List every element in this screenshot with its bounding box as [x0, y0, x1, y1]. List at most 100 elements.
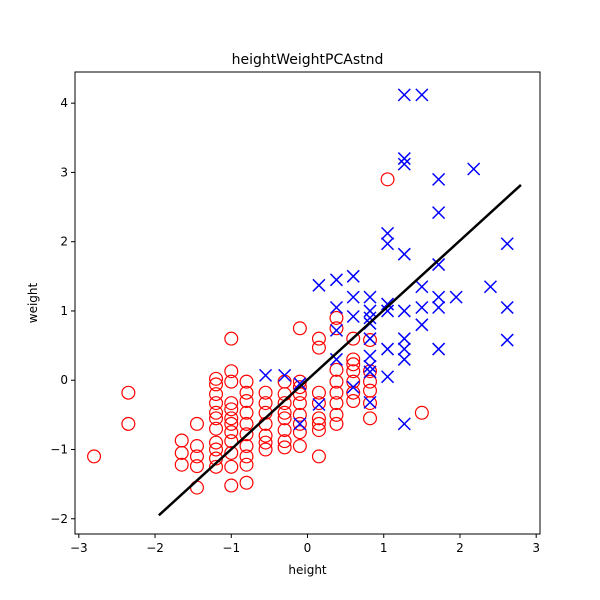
- data-point-x: [397, 304, 411, 318]
- data-point-x: [363, 332, 377, 346]
- y-tick-label: 2: [60, 235, 68, 249]
- data-point-x: [363, 349, 377, 363]
- data-point-circle: [209, 411, 224, 426]
- data-point-circle: [258, 396, 273, 411]
- fit-line-layer: [158, 183, 522, 517]
- data-point-circle: [224, 416, 239, 431]
- data-point-x: [312, 397, 326, 412]
- data-point-x: [363, 311, 377, 325]
- data-point-x: [329, 300, 343, 315]
- data-point-circle: [311, 416, 326, 431]
- data-point-circle: [277, 405, 292, 420]
- data-point-circle: [239, 449, 254, 464]
- data-point-circle: [292, 380, 307, 395]
- data-point-x: [293, 377, 307, 391]
- data-point-circle: [292, 416, 307, 431]
- data-point-circle: [209, 435, 224, 450]
- data-point-circle: [224, 396, 239, 411]
- data-point-circle: [311, 396, 326, 411]
- data-point-circle: [121, 416, 136, 431]
- y-tick-label: −1: [50, 442, 68, 456]
- data-point-x: [363, 290, 377, 304]
- data-point-circle: [209, 396, 224, 411]
- data-point-circle: [224, 331, 239, 346]
- data-point-x: [312, 278, 326, 292]
- data-point-circle: [239, 394, 254, 409]
- data-point-circle: [239, 405, 254, 420]
- y-tick-label: 3: [60, 165, 68, 179]
- data-point-circle: [239, 457, 254, 472]
- data-point-x: [432, 300, 446, 315]
- data-point-circle: [224, 425, 239, 440]
- data-point-x: [432, 342, 446, 356]
- data-point-circle: [209, 421, 224, 436]
- data-point-x: [500, 237, 514, 251]
- data-point-x: [397, 157, 411, 171]
- data-point-circle: [329, 362, 344, 377]
- data-point-circle: [311, 340, 326, 355]
- data-point-circle: [346, 364, 361, 379]
- data-point-x: [397, 88, 411, 102]
- data-point-circle: [329, 310, 344, 325]
- data-point-circle: [346, 394, 361, 409]
- data-point-x: [397, 332, 411, 346]
- data-point-circle: [346, 357, 361, 372]
- data-point-circle: [363, 364, 378, 379]
- data-point-circle: [224, 459, 239, 474]
- data-point-circle: [239, 385, 254, 400]
- data-point-circle: [277, 411, 292, 426]
- data-point-circle: [311, 385, 326, 400]
- data-point-circle: [174, 457, 189, 472]
- data-point-circle: [292, 396, 307, 411]
- x-axis-label: height: [288, 563, 327, 577]
- data-point-x: [346, 269, 360, 283]
- data-point-circle: [239, 439, 254, 454]
- data-point-x: [346, 290, 360, 304]
- data-point-x: [397, 417, 411, 431]
- data-point-circle: [292, 407, 307, 422]
- data-point-circle: [121, 385, 136, 400]
- y-axis-ticks: −2 −1 0 1 2 3 4: [50, 96, 75, 526]
- data-point-circle: [329, 374, 344, 389]
- data-point-circle: [224, 478, 239, 493]
- data-point-circle: [380, 172, 395, 187]
- data-point-x: [329, 323, 343, 337]
- data-point-x: [415, 280, 429, 294]
- data-point-x: [483, 280, 497, 294]
- data-point-x: [329, 273, 343, 287]
- x-axis-ticks: −3 −2 −1 0 1 2 3: [70, 534, 540, 555]
- data-point-x: [397, 247, 411, 261]
- points-layer: [87, 88, 514, 495]
- data-point-x: [415, 300, 429, 315]
- data-point-circle: [209, 459, 224, 474]
- data-point-circle: [189, 439, 204, 454]
- y-tick-label: 0: [60, 373, 68, 387]
- data-point-x: [415, 88, 429, 102]
- y-tick-label: −2: [50, 512, 68, 526]
- data-point-x: [346, 380, 360, 394]
- data-point-x: [449, 290, 463, 304]
- data-point-circle: [329, 396, 344, 411]
- data-point-x: [432, 206, 446, 220]
- data-point-circle: [224, 364, 239, 379]
- x-tick-label: 2: [456, 541, 464, 555]
- data-point-circle: [258, 442, 273, 457]
- data-point-x: [381, 342, 395, 356]
- data-point-x: [346, 309, 360, 324]
- data-point-x: [363, 395, 377, 409]
- data-point-circle: [363, 333, 378, 348]
- y-tick-label: 1: [60, 304, 68, 318]
- data-point-x: [500, 300, 514, 315]
- data-point-x: [432, 172, 446, 186]
- data-point-circle: [329, 321, 344, 336]
- data-point-x: [381, 226, 395, 240]
- x-tick-label: −1: [222, 541, 240, 555]
- data-point-circle: [363, 396, 378, 411]
- data-point-x: [467, 162, 481, 176]
- x-tick-label: 3: [532, 541, 540, 555]
- data-point-circle: [292, 439, 307, 454]
- data-point-circle: [311, 411, 326, 426]
- data-point-circle: [329, 385, 344, 400]
- data-point-circle: [277, 396, 292, 411]
